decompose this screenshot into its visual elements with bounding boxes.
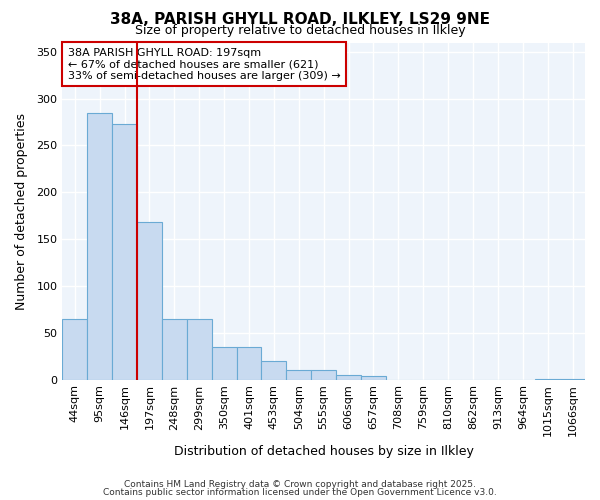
Text: Contains HM Land Registry data © Crown copyright and database right 2025.: Contains HM Land Registry data © Crown c… bbox=[124, 480, 476, 489]
Bar bbox=[87, 112, 112, 380]
Bar bbox=[286, 370, 311, 380]
Y-axis label: Number of detached properties: Number of detached properties bbox=[15, 112, 28, 310]
Bar bbox=[112, 124, 137, 380]
Bar bbox=[187, 318, 212, 380]
Bar bbox=[62, 318, 87, 380]
Bar bbox=[560, 378, 585, 380]
Bar bbox=[137, 222, 162, 380]
Bar bbox=[311, 370, 336, 380]
Text: 38A PARISH GHYLL ROAD: 197sqm
← 67% of detached houses are smaller (621)
33% of : 38A PARISH GHYLL ROAD: 197sqm ← 67% of d… bbox=[68, 48, 340, 81]
Bar bbox=[262, 361, 286, 380]
Bar bbox=[162, 318, 187, 380]
Text: 38A, PARISH GHYLL ROAD, ILKLEY, LS29 9NE: 38A, PARISH GHYLL ROAD, ILKLEY, LS29 9NE bbox=[110, 12, 490, 28]
X-axis label: Distribution of detached houses by size in Ilkley: Distribution of detached houses by size … bbox=[174, 444, 473, 458]
Bar bbox=[336, 375, 361, 380]
Text: Contains public sector information licensed under the Open Government Licence v3: Contains public sector information licen… bbox=[103, 488, 497, 497]
Bar bbox=[212, 347, 236, 380]
Bar bbox=[535, 378, 560, 380]
Text: Size of property relative to detached houses in Ilkley: Size of property relative to detached ho… bbox=[134, 24, 466, 37]
Bar bbox=[236, 347, 262, 380]
Bar bbox=[361, 376, 386, 380]
